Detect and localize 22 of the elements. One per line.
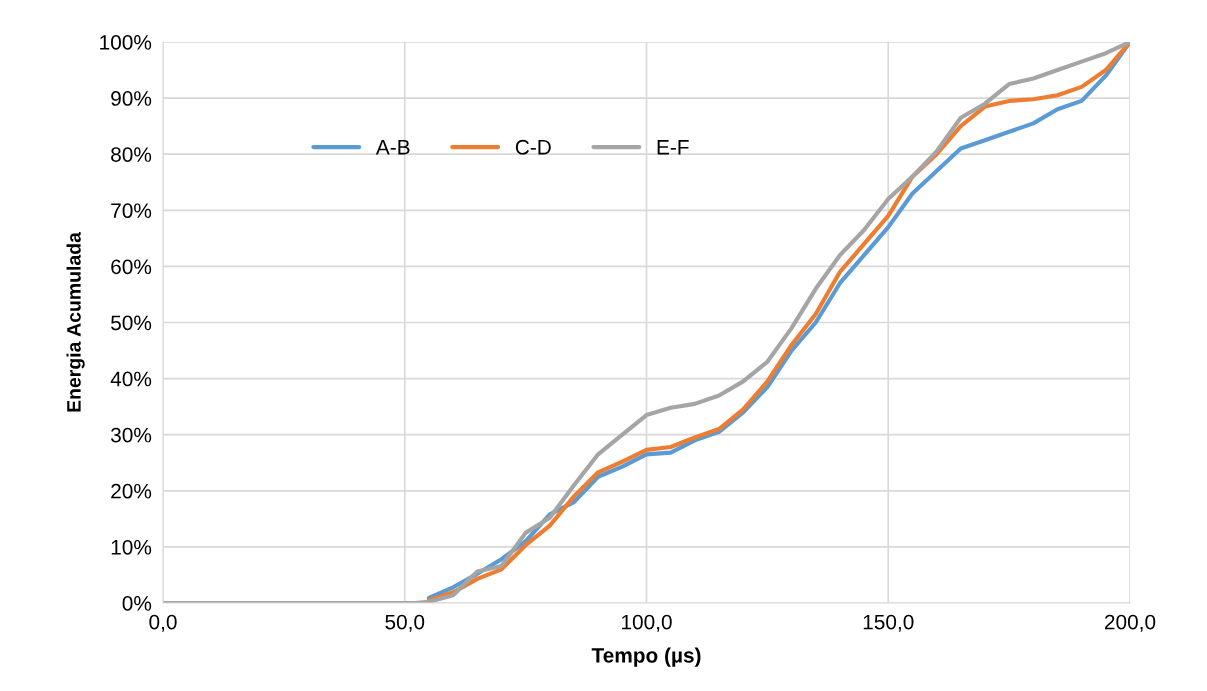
y-tick-label: 70% <box>111 203 152 219</box>
legend-label: E-F <box>657 140 689 155</box>
y-tick-label: 50% <box>111 315 152 331</box>
legend-label: C-D <box>515 139 551 155</box>
y-tick-label: 30% <box>110 427 152 443</box>
x-axis-title: Tempo (µs) <box>591 647 701 667</box>
y-tick-label: 0% <box>122 596 152 611</box>
y-tick-label: 80% <box>111 147 152 162</box>
y-tick-label: 40% <box>110 371 152 387</box>
x-tick-label: 0,0 <box>149 614 177 632</box>
y-tick-label: 20% <box>111 483 152 499</box>
line-series <box>163 42 1130 603</box>
y-tick-label: 90% <box>111 91 152 106</box>
y-tick-label: 10% <box>111 539 152 555</box>
y-tick-label: 100% <box>100 35 152 50</box>
y-axis-title: Energia Acumulada <box>66 231 85 412</box>
y-tick-label: 60% <box>111 259 152 275</box>
legend-label: A-B <box>375 140 410 155</box>
x-tick-label: 100,0 <box>622 614 672 632</box>
x-tick-label: 200,0 <box>1104 614 1156 632</box>
x-tick-label: 50,0 <box>385 614 425 632</box>
x-tick-label: 150,0 <box>863 614 914 632</box>
